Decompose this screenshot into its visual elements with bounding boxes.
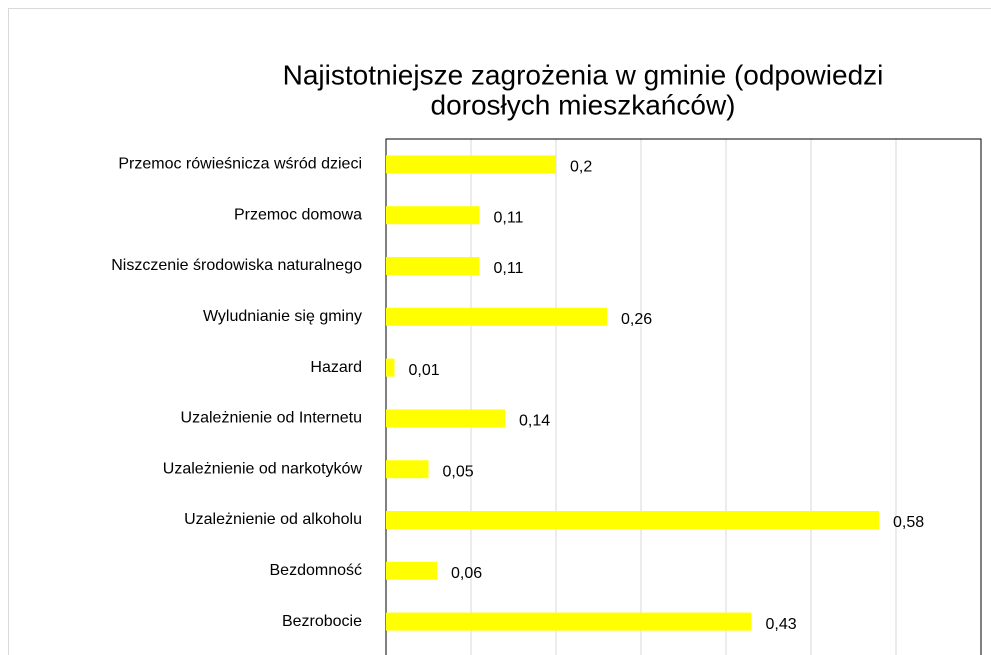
y-tick-label: Przemoc domowa (234, 206, 362, 223)
data-label: 0,01 (409, 362, 440, 379)
bar (386, 257, 480, 275)
y-tick-label: Uzależnienie od narkotyków (163, 460, 363, 477)
data-label: 0,11 (494, 260, 524, 277)
data-label: 0,06 (451, 565, 482, 582)
bar (386, 511, 879, 529)
y-tick-label: Hazard (310, 359, 362, 376)
data-label: 0,14 (519, 413, 550, 430)
y-tick-label: Bezdomność (270, 562, 363, 579)
bar (386, 409, 505, 428)
data-label: 0,2 (570, 159, 592, 176)
bar (386, 561, 437, 580)
plot-border (385, 138, 982, 655)
bar (386, 358, 395, 377)
y-tick-label: Przemoc rówieśnicza wśród dzieci (118, 156, 362, 173)
bar (386, 612, 752, 631)
y-tick-label: Uzależnienie od Internetu (181, 410, 362, 427)
y-tick-label: Uzależnienie od alkoholu (184, 511, 362, 528)
y-tick-label: Niszczenie środowiska naturalnego (111, 257, 362, 274)
bar (386, 206, 480, 225)
bar (386, 307, 607, 326)
data-label: 0,26 (621, 311, 652, 328)
data-label: 0,43 (766, 616, 797, 633)
chart-title: dorosłych mieszkańców) (431, 89, 736, 120)
bar (386, 460, 429, 479)
y-tick-label: Wyludnianie się gminy (203, 308, 362, 325)
chart-frame (8, 8, 991, 655)
y-tick-label: Bezrobocie (282, 613, 362, 630)
data-label: 0,11 (494, 209, 524, 226)
data-label: 0,05 (443, 463, 474, 480)
data-label: 0,58 (893, 514, 924, 531)
chart-title: Najistotniejsze zagrożenia w gminie (odp… (283, 59, 884, 90)
bar (386, 155, 556, 174)
